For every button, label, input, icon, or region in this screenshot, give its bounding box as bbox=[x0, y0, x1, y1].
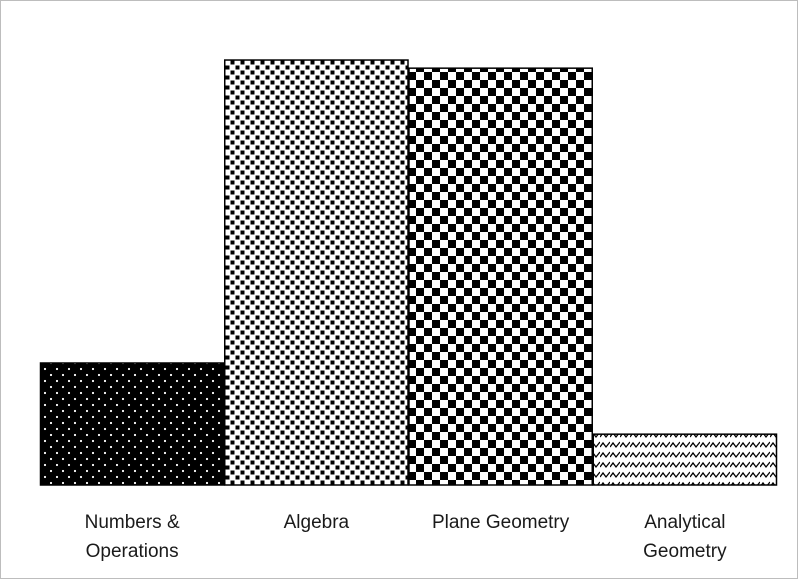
category-label-analytical-geometry: Analytical Geometry bbox=[643, 512, 727, 562]
category-label-line: Geometry bbox=[643, 541, 727, 562]
category-label-numbers-operations: Numbers & Operations bbox=[85, 512, 180, 562]
category-label-plane-geometry: Plane Geometry bbox=[432, 512, 570, 533]
category-label-line: Analytical bbox=[644, 512, 725, 533]
category-labels: Numbers & Operations Algebra Plane Geometry… bbox=[85, 512, 727, 562]
bar-analytical-geometry bbox=[593, 434, 776, 485]
bar-plane-geometry bbox=[409, 68, 592, 485]
bar-numbers-operations bbox=[41, 363, 224, 485]
category-label-algebra: Algebra bbox=[284, 512, 350, 533]
category-label-line: Numbers & bbox=[85, 512, 180, 533]
bar-group bbox=[41, 60, 777, 485]
bar-algebra bbox=[225, 60, 408, 485]
category-label-line: Plane Geometry bbox=[432, 512, 570, 533]
category-label-line: Algebra bbox=[284, 512, 350, 533]
category-label-line: Operations bbox=[86, 541, 179, 562]
